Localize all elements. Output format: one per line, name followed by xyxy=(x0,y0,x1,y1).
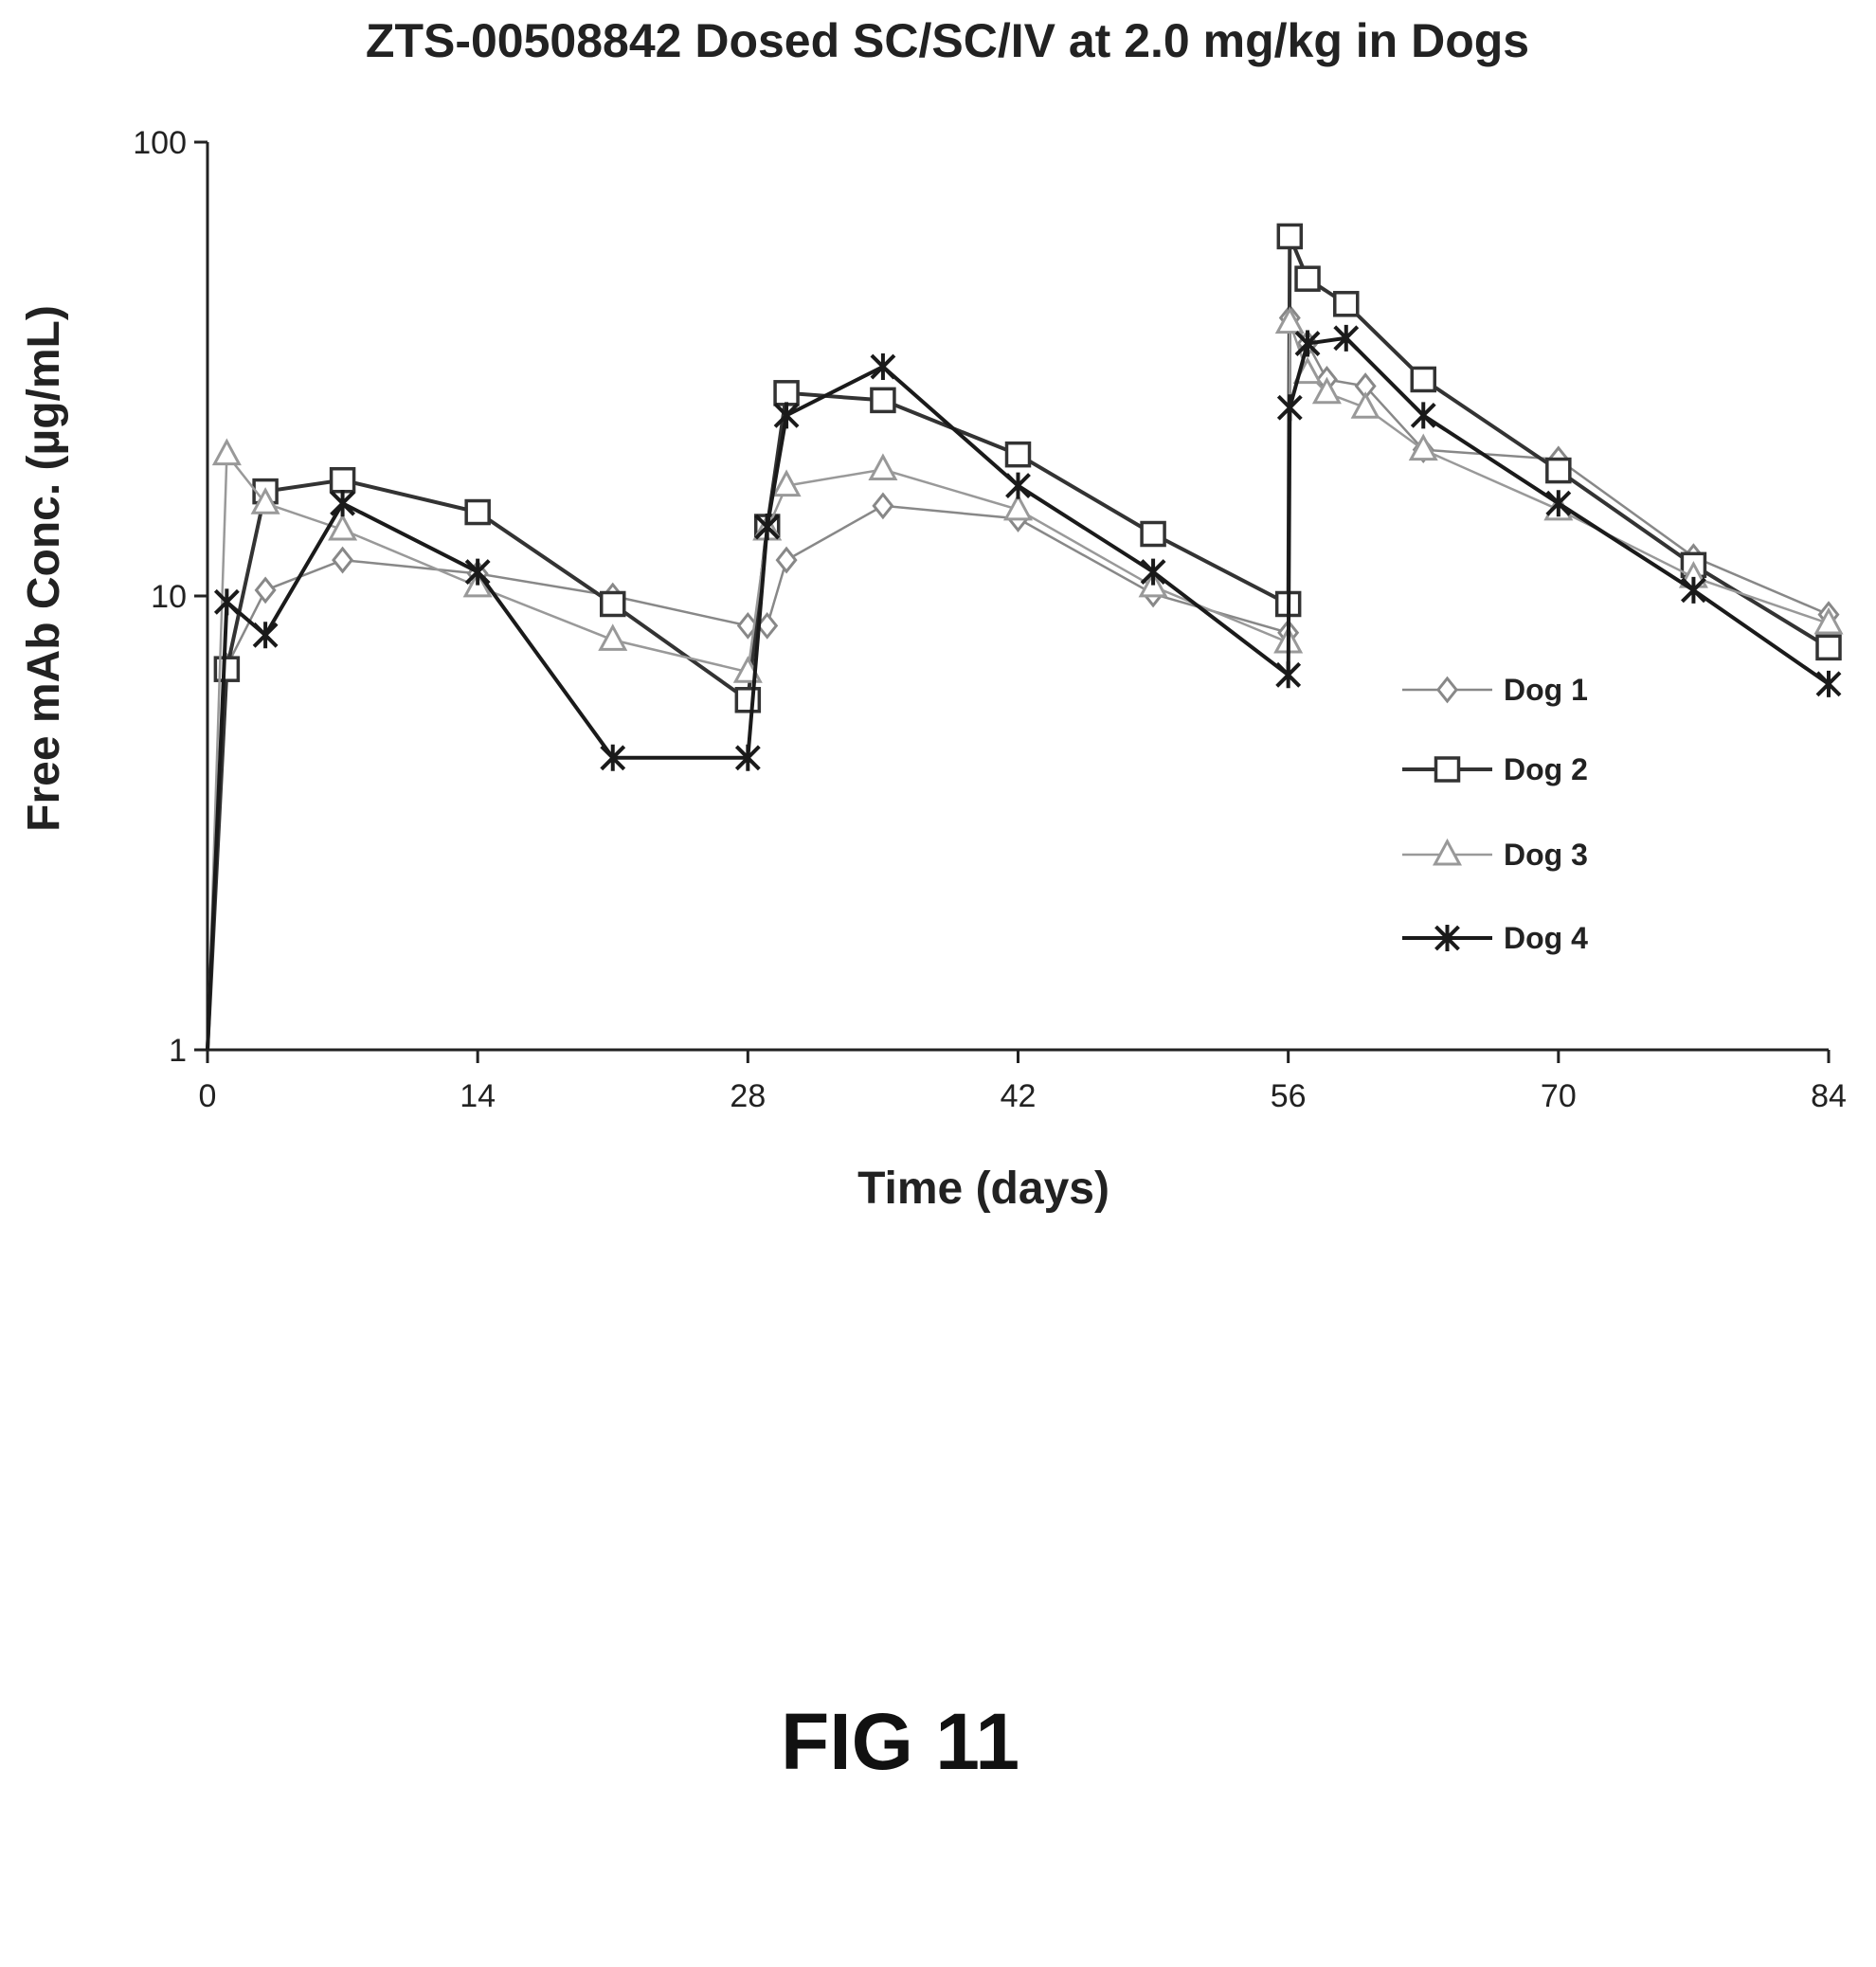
series-layer xyxy=(206,223,1844,1051)
data-point xyxy=(213,588,240,616)
x-tick-label: 0 xyxy=(199,1078,217,1114)
legend-marker xyxy=(1435,676,1459,704)
legend-label: Dog 2 xyxy=(1504,752,1588,786)
data-point xyxy=(1545,490,1572,517)
data-point xyxy=(250,487,280,514)
x-axis-label: Time (days) xyxy=(857,1164,1109,1214)
legend: Dog 1 Dog 2 Dog 3 Dog 4 xyxy=(1402,673,1588,955)
data-point xyxy=(1294,330,1321,357)
data-point xyxy=(1274,306,1305,334)
legend-label: Dog 3 xyxy=(1504,838,1588,872)
data-point xyxy=(1813,606,1844,635)
x-tick-label: 56 xyxy=(1271,1078,1307,1114)
legend-marker xyxy=(1434,756,1461,783)
data-point xyxy=(1350,391,1380,419)
data-point xyxy=(754,514,781,541)
data-point xyxy=(1333,291,1360,317)
data-point xyxy=(598,623,628,651)
x-tick-label: 28 xyxy=(730,1078,766,1114)
series-3 xyxy=(206,306,1844,1051)
data-point xyxy=(734,687,762,713)
series-1 xyxy=(206,304,1840,1051)
series-2 xyxy=(206,223,1842,1051)
data-point xyxy=(870,387,896,414)
data-point xyxy=(870,353,896,381)
data-point xyxy=(1002,493,1034,521)
chart-title: ZTS-00508842 Dosed SC/SC/IV at 2.0 mg/kg… xyxy=(366,14,1529,67)
data-point xyxy=(1815,670,1842,697)
data-point xyxy=(1276,223,1304,250)
series-4 xyxy=(206,324,1842,1051)
x-tick-label: 42 xyxy=(1001,1078,1037,1114)
data-point xyxy=(773,402,800,429)
data-point xyxy=(600,744,626,771)
data-point xyxy=(773,380,800,406)
data-point xyxy=(1276,394,1303,422)
data-point xyxy=(1410,402,1436,429)
legend-label: Dog 1 xyxy=(1504,673,1588,707)
data-point xyxy=(329,466,356,494)
y-tick-label: 100 xyxy=(133,125,187,161)
data-point xyxy=(1311,376,1342,405)
data-point xyxy=(1333,324,1360,352)
data-point xyxy=(1140,520,1166,548)
data-point xyxy=(1294,265,1321,292)
data-point xyxy=(1681,576,1706,604)
data-point xyxy=(332,546,354,574)
legend-marker xyxy=(1432,838,1463,866)
data-point xyxy=(464,558,491,586)
data-point xyxy=(734,744,761,771)
y-axis-label: Free mAb Conc. (µg/mL) xyxy=(19,305,69,832)
data-point xyxy=(775,546,798,574)
legend-marker xyxy=(1434,925,1460,951)
x-tick-label: 70 xyxy=(1541,1078,1577,1114)
data-point xyxy=(1410,366,1436,393)
data-point xyxy=(1140,558,1166,586)
data-point xyxy=(254,576,277,605)
data-point xyxy=(771,469,802,497)
data-point xyxy=(872,492,894,520)
figure-caption: FIG 11 xyxy=(780,1697,1020,1786)
data-point xyxy=(464,498,491,526)
data-point xyxy=(1408,433,1438,461)
data-point xyxy=(252,622,279,649)
data-point xyxy=(1545,457,1572,484)
data-point xyxy=(1004,441,1032,468)
data-point xyxy=(600,590,626,618)
y-tick-label: 1 xyxy=(169,1033,187,1069)
data-point xyxy=(1815,634,1842,661)
data-point xyxy=(328,513,358,541)
data-point xyxy=(1275,661,1302,689)
x-tick-label: 84 xyxy=(1811,1078,1847,1114)
axes: 1 10 100 0 14 28 42 56 70 84 xyxy=(133,125,1847,1114)
data-point xyxy=(868,453,898,480)
data-point xyxy=(211,438,242,466)
y-tick-label: 10 xyxy=(151,579,187,615)
x-tick-label: 14 xyxy=(460,1078,496,1114)
series-line xyxy=(206,335,1831,1051)
legend-label: Dog 4 xyxy=(1504,921,1588,955)
data-point xyxy=(1005,472,1031,499)
data-point xyxy=(330,490,355,517)
